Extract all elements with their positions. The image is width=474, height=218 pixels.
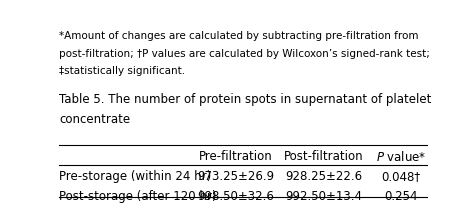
Text: 0.048†: 0.048†	[381, 170, 420, 183]
Text: Table 5. The number of protein spots in supernatant of platelet: Table 5. The number of protein spots in …	[59, 93, 432, 106]
Text: post-filtration; †P values are calculated by Wilcoxon’s signed-rank test;: post-filtration; †P values are calculate…	[59, 49, 430, 59]
Text: 998.50±32.6: 998.50±32.6	[197, 190, 274, 203]
Text: concentrate: concentrate	[59, 113, 130, 126]
Text: $\it{P}$ value*: $\it{P}$ value*	[376, 150, 426, 164]
Text: Pre-filtration: Pre-filtration	[199, 150, 273, 163]
Text: Pre-storage (within 24 hr): Pre-storage (within 24 hr)	[59, 170, 211, 183]
Text: 992.50±13.4: 992.50±13.4	[285, 190, 362, 203]
Text: ‡statistically significant.: ‡statistically significant.	[59, 66, 185, 77]
Text: 0.254: 0.254	[384, 190, 418, 203]
Text: 928.25±22.6: 928.25±22.6	[285, 170, 362, 183]
Text: 973.25±26.9: 973.25±26.9	[197, 170, 274, 183]
Text: Post-filtration: Post-filtration	[284, 150, 364, 163]
Text: Post-storage (after 120 hr): Post-storage (after 120 hr)	[59, 190, 217, 203]
Text: *Amount of changes are calculated by subtracting pre-filtration from: *Amount of changes are calculated by sub…	[59, 31, 419, 41]
